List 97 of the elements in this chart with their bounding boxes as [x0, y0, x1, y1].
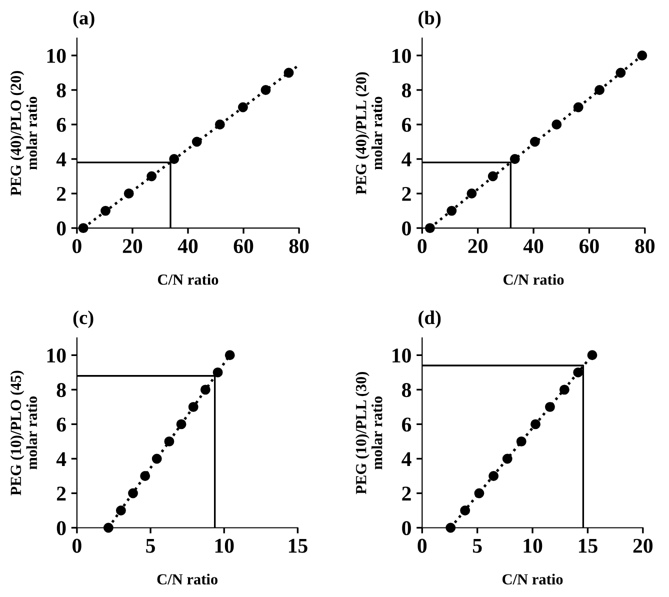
point [446, 522, 456, 533]
y-tick-label: 2 [56, 486, 66, 500]
point [516, 436, 526, 446]
point [169, 154, 180, 164]
point [212, 367, 223, 378]
y-tick-label: 0 [402, 521, 411, 536]
point [192, 136, 202, 147]
point [446, 206, 457, 216]
point [140, 470, 150, 481]
point [573, 367, 584, 378]
y-tick-label: 2 [56, 186, 66, 201]
point [188, 402, 198, 412]
y-tick-label: 6 [56, 118, 66, 132]
y-tick-label: 2 [402, 486, 411, 500]
x-axis-title: C/N ratio [502, 574, 563, 584]
x-axis-title: C/N ratio [504, 274, 564, 285]
point [116, 506, 126, 516]
x-tick-label: 80 [289, 239, 309, 254]
point [284, 68, 294, 78]
y-axis-title: PEG (10)/PLL (30) molar ratio [356, 372, 382, 494]
point [128, 488, 138, 498]
point [214, 120, 225, 130]
x-tick-label: 15 [288, 538, 308, 553]
point [100, 206, 111, 216]
y-tick-label: 0 [56, 221, 66, 236]
y-tick-label: 4 [402, 152, 412, 166]
point [176, 419, 186, 430]
point [637, 50, 648, 60]
x-tick-label: 60 [234, 239, 254, 254]
y-tick-label: 10 [47, 348, 66, 363]
x-tick-label: 60 [580, 239, 599, 254]
x-tick-label: 5 [472, 538, 482, 553]
x-tick-label: 0 [418, 239, 427, 254]
y-tick-label: 8 [402, 83, 412, 98]
chart-title: (a) [73, 10, 94, 28]
x-tick-label: 0 [418, 538, 427, 553]
y-tick-label: 4 [56, 452, 66, 466]
point [424, 223, 435, 234]
y-tick-label: 2 [402, 186, 411, 201]
y-tick-label: 8 [56, 383, 66, 398]
x-axis-title: C/N ratio [158, 274, 218, 285]
x-axis-title: C/N ratio [157, 574, 218, 584]
y-tick-label: 10 [47, 48, 66, 63]
point [238, 102, 248, 112]
point [200, 384, 210, 395]
point [502, 454, 512, 464]
point [530, 136, 540, 147]
x-tick-label: 15 [578, 538, 598, 553]
y-axis-title: PEG (40)/PLL (20) molar ratio [356, 72, 382, 194]
y-tick-label: 4 [402, 452, 412, 466]
x-tick-label: 40 [178, 239, 198, 254]
x-tick-label: 20 [468, 239, 488, 254]
point [594, 85, 604, 95]
point [103, 522, 114, 533]
x-tick-label: 20 [633, 538, 653, 553]
point [146, 171, 157, 182]
point [559, 384, 570, 395]
y-tick-label: 6 [402, 118, 412, 132]
point [587, 350, 598, 360]
point [544, 402, 555, 412]
point [488, 470, 499, 481]
x-tick-label: 40 [523, 239, 544, 254]
y-tick-label: 6 [56, 418, 66, 432]
y-tick-label: 10 [392, 48, 411, 63]
y-tick-label: 6 [402, 418, 412, 432]
point [224, 350, 235, 360]
point [152, 454, 162, 464]
point [164, 436, 174, 446]
y-tick-label: 4 [56, 152, 66, 166]
point [488, 171, 498, 182]
point [460, 506, 470, 516]
point [616, 68, 626, 78]
point [573, 102, 584, 112]
y-tick-label: 0 [402, 221, 411, 236]
y-tick-label: 8 [402, 383, 412, 398]
y-axis-title: PEG (40)/PLO (20) molar ratio [10, 71, 38, 196]
chart-title: (d) [418, 310, 441, 328]
x-tick-label: 20 [122, 239, 142, 254]
chart-title: (b) [418, 10, 441, 28]
y-tick-label: 0 [56, 521, 66, 536]
point [530, 419, 540, 430]
point [124, 188, 134, 199]
point [466, 188, 477, 199]
y-tick-label: 8 [56, 83, 66, 98]
x-tick-label: 80 [635, 239, 655, 254]
point [474, 488, 484, 498]
point [260, 85, 271, 95]
chart-title: (c) [73, 310, 94, 328]
x-tick-label: 0 [72, 538, 82, 553]
point [510, 154, 520, 164]
y-tick-label: 10 [392, 348, 411, 363]
y-axis-title: PEG (10)/PLO (45) molar ratio [10, 370, 38, 496]
x-tick-label: 10 [524, 538, 542, 553]
x-tick-label: 10 [215, 538, 234, 553]
x-tick-label: 5 [146, 538, 155, 553]
x-tick-label: 0 [72, 239, 82, 254]
point [552, 120, 562, 130]
